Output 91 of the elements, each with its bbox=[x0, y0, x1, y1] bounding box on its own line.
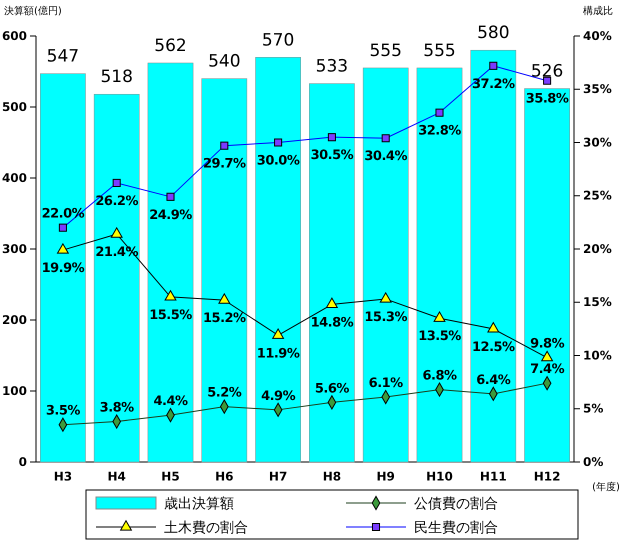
data-label: 6.4% bbox=[476, 372, 511, 388]
x-tick-label: H12 bbox=[534, 470, 560, 484]
bar bbox=[201, 78, 248, 462]
data-label: 3.5% bbox=[46, 404, 80, 419]
data-label: 15.5% bbox=[149, 308, 192, 323]
bar bbox=[362, 68, 409, 462]
bar bbox=[255, 57, 301, 462]
data-label: 4.4% bbox=[153, 394, 188, 410]
y2-tick-label: 20% bbox=[583, 242, 612, 256]
data-label: 7.4% bbox=[530, 362, 565, 378]
point bbox=[164, 290, 176, 301]
data-label: 555 bbox=[369, 40, 402, 61]
data-label: 9.8% bbox=[530, 336, 565, 352]
point bbox=[326, 298, 338, 308]
x-tick-label: H9 bbox=[376, 470, 395, 484]
x-tick-label: H3 bbox=[54, 470, 72, 484]
y2-tick-label: 30% bbox=[583, 135, 612, 150]
legend-label: 土木費の割合 bbox=[164, 520, 248, 536]
data-label: 30.5% bbox=[310, 148, 354, 164]
y-tick-label: 100 bbox=[2, 384, 27, 398]
data-label: 14.8% bbox=[310, 315, 354, 330]
data-label: 15.2% bbox=[202, 311, 246, 326]
point bbox=[218, 293, 230, 304]
data-label: 547 bbox=[46, 46, 80, 67]
x-tick-label: H8 bbox=[322, 470, 342, 484]
data-label: 526 bbox=[530, 62, 564, 82]
point bbox=[434, 312, 446, 322]
data-label: 24.9% bbox=[149, 208, 192, 223]
x-tick-label: H11 bbox=[480, 470, 507, 484]
y2-tick-label: 10% bbox=[583, 348, 612, 362]
bar bbox=[524, 88, 570, 462]
data-label: 5.2% bbox=[207, 386, 242, 401]
data-label: 12.5% bbox=[472, 340, 516, 355]
y-tick-label: 300 bbox=[2, 242, 27, 256]
y2-tick-label: 0% bbox=[583, 454, 604, 469]
data-label: 533 bbox=[316, 56, 348, 77]
data-label: 562 bbox=[154, 36, 187, 56]
x-axis-title: (年度) bbox=[592, 481, 620, 493]
y2-tick-label: 25% bbox=[583, 188, 612, 203]
y2-tick-label: 15% bbox=[583, 295, 612, 310]
x-tick-label: H7 bbox=[268, 470, 288, 484]
bar bbox=[470, 50, 516, 462]
point bbox=[541, 350, 553, 362]
data-label: 3.8% bbox=[100, 400, 134, 416]
x-tick-label: H6 bbox=[215, 470, 234, 484]
point bbox=[380, 292, 392, 303]
point bbox=[57, 243, 69, 254]
data-label: 6.1% bbox=[368, 376, 404, 392]
data-label: 13.5% bbox=[418, 329, 462, 344]
data-label: 26.2% bbox=[95, 194, 138, 209]
bar bbox=[40, 73, 86, 462]
data-label: 29.7% bbox=[202, 156, 246, 172]
data-label: 32.8% bbox=[418, 124, 462, 139]
y2-tick-label: 40% bbox=[583, 28, 612, 43]
data-label: 19.9% bbox=[42, 261, 85, 276]
data-label: 37.2% bbox=[472, 76, 516, 92]
data-label: 518 bbox=[100, 67, 133, 88]
point bbox=[272, 328, 284, 339]
y-tick-label: 200 bbox=[2, 312, 27, 327]
data-label: 555 bbox=[423, 40, 456, 61]
bar bbox=[148, 62, 194, 462]
data-label: 35.8% bbox=[526, 92, 569, 107]
y-tick-label: 500 bbox=[2, 100, 27, 114]
data-label: 580 bbox=[477, 23, 510, 44]
legend-label: 民生費の割合 bbox=[414, 520, 498, 536]
x-tick-label: H5 bbox=[161, 470, 180, 484]
legend-label: 公債費の割合 bbox=[414, 496, 498, 512]
data-label: 6.8% bbox=[422, 368, 457, 384]
y2-axis-title: 構成比 bbox=[583, 5, 613, 17]
data-label: 5.6% bbox=[314, 381, 350, 396]
x-tick-label: H10 bbox=[426, 470, 453, 484]
data-label: 30.4% bbox=[364, 149, 408, 164]
bar bbox=[309, 83, 355, 462]
point bbox=[487, 322, 500, 332]
y2-tick-label: 5% bbox=[583, 402, 604, 416]
x-tick-label: H4 bbox=[107, 470, 126, 484]
y-tick-label: 600 bbox=[2, 28, 27, 43]
legend-label: 歳出決算額 bbox=[164, 496, 234, 512]
data-label: 30.0% bbox=[256, 154, 300, 168]
y-tick-label: 400 bbox=[2, 170, 27, 185]
data-label: 570 bbox=[262, 30, 294, 50]
bar bbox=[416, 68, 462, 462]
bar bbox=[94, 94, 140, 462]
y2-tick-label: 35% bbox=[583, 82, 612, 96]
y-axis-title: 決算額(億円) bbox=[4, 5, 62, 17]
data-label: 540 bbox=[208, 52, 241, 72]
data-label: 4.9% bbox=[261, 388, 296, 404]
data-label: 11.9% bbox=[256, 346, 300, 362]
y-tick-label: 0 bbox=[18, 454, 27, 469]
data-label: 15.3% bbox=[364, 310, 408, 326]
point bbox=[110, 227, 123, 238]
